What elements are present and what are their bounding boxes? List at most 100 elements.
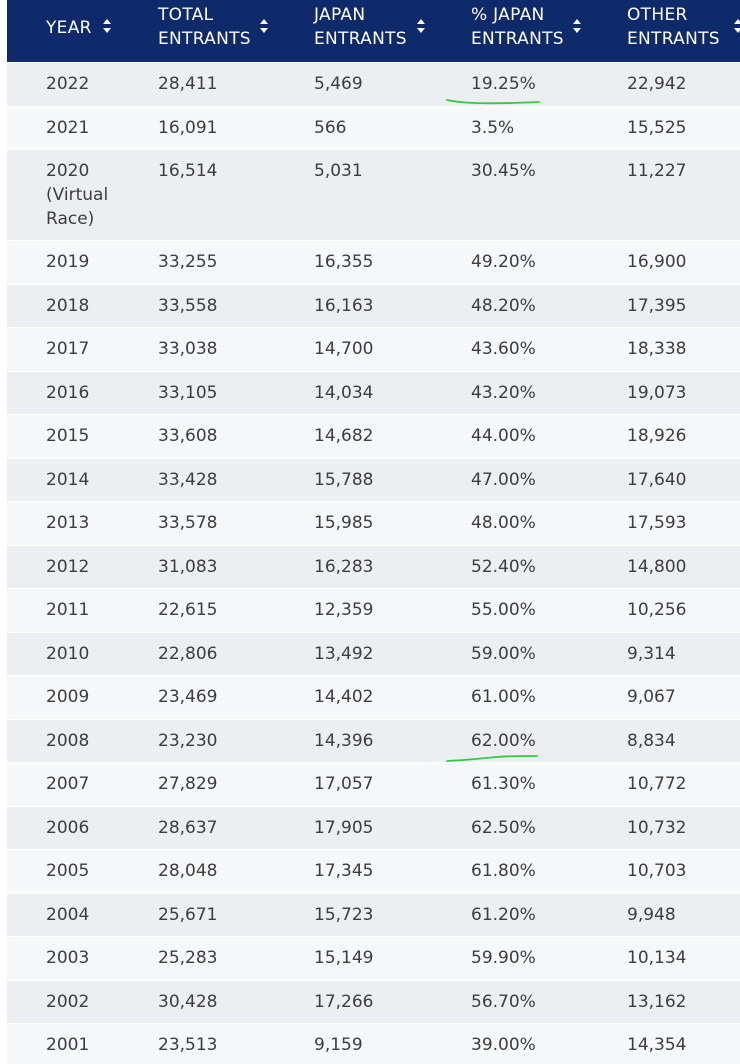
cell-other-entrants: 17,640	[627, 469, 687, 490]
cell-japan-entrants: 15,723	[314, 904, 374, 925]
cell-other-entrants: 22,942	[627, 74, 687, 94]
cell-year: 2022	[46, 74, 90, 94]
cell-pct-japan-entrants: 30.45%	[471, 161, 536, 181]
cell-other-entrants: 8,834	[627, 730, 676, 751]
cell-total-entrants: 22,615	[158, 600, 218, 620]
cell-pct-japan-entrants: 61.20%	[471, 904, 536, 925]
cell-japan-entrants: 566	[314, 117, 347, 138]
cell-year: 2006	[46, 817, 90, 838]
cell-japan-entrants: 14,682	[314, 426, 374, 446]
table-row: 2006 28,637 17,905 62.50% 10,732	[7, 805, 740, 850]
cell-year: 2009	[46, 687, 90, 707]
cell-japan-entrants: 17,057	[314, 774, 374, 794]
table-row: 2007 27,829 17,057 61.30% 10,772	[7, 762, 740, 807]
cell-japan-entrants: 13,492	[314, 643, 374, 664]
table-row: 2009 23,469 14,402 61.00% 9,067	[7, 675, 740, 720]
table-row: 2010 22,806 13,492 59.00% 9,314	[7, 631, 740, 676]
column-header-label: YEAR	[46, 18, 92, 38]
cell-total-entrants: 23,513	[158, 1035, 218, 1055]
cell-japan-entrants: 5,469	[314, 74, 363, 94]
cell-total-entrants: 16,091	[158, 117, 218, 138]
column-header-pct-japan-entrants[interactable]: % JAPAN ENTRANTS	[471, 0, 584, 62]
table-row: 2013 33,578 15,985 48.00% 17,593	[7, 501, 740, 546]
column-header-japan-entrants[interactable]: JAPAN ENTRANTS	[314, 0, 428, 62]
cell-japan-entrants: 14,034	[314, 382, 374, 403]
table-row: 2022 28,411 5,469 19.25% 22,942	[7, 62, 740, 107]
cell-total-entrants: 33,105	[158, 382, 218, 403]
cell-year: 2019	[46, 252, 90, 272]
table-row: 2019 33,255 16,355 49.20% 16,900	[7, 240, 740, 285]
cell-total-entrants: 28,637	[158, 817, 218, 838]
cell-year: 2018	[46, 295, 90, 316]
cell-pct-japan-entrants: 43.60%	[471, 339, 536, 359]
table-row: 2018 33,558 16,163 48.20% 17,395	[7, 283, 740, 328]
cell-year: 2008	[46, 730, 90, 751]
cell-japan-entrants: 16,283	[314, 556, 374, 577]
column-header-total-entrants[interactable]: TOTAL ENTRANTS	[158, 0, 271, 62]
cell-japan-entrants: 14,700	[314, 339, 374, 359]
cell-pct-japan-entrants: 48.00%	[471, 513, 536, 533]
cell-other-entrants: 10,703	[627, 861, 687, 881]
sort-updown-icon[interactable]	[733, 17, 740, 35]
cell-other-entrants: 14,354	[627, 1035, 687, 1055]
cell-other-entrants: 13,162	[627, 991, 687, 1012]
sort-updown-icon[interactable]	[259, 17, 269, 35]
cell-total-entrants: 30,428	[158, 991, 218, 1012]
cell-total-entrants: 27,829	[158, 774, 218, 794]
cell-japan-entrants: 17,345	[314, 861, 374, 881]
cell-other-entrants: 10,772	[627, 774, 687, 794]
table-row: 2017 33,038 14,700 43.60% 18,338	[7, 327, 740, 372]
cell-other-entrants: 19,073	[627, 382, 687, 403]
cell-total-entrants: 33,558	[158, 295, 218, 316]
cell-year: 2014	[46, 469, 90, 490]
cell-pct-japan-entrants: 62.50%	[471, 817, 536, 838]
cell-year: 2015	[46, 426, 90, 446]
cell-other-entrants: 16,900	[627, 252, 687, 272]
cell-other-entrants: 9,314	[627, 643, 676, 664]
cell-year: 2016	[46, 382, 90, 403]
table-row: 2021 16,091 566 3.5% 15,525	[7, 105, 740, 150]
cell-other-entrants: 10,732	[627, 817, 687, 838]
table-row: 2008 23,230 14,396 62.00% 8,834	[7, 718, 740, 763]
cell-pct-japan-entrants: 48.20%	[471, 295, 536, 316]
entrants-table: YEAR TOTAL ENTRANTS JAPAN ENTRANTS % JAPAN …	[7, 0, 740, 1064]
cell-pct-japan-entrants: 62.00%	[471, 730, 536, 751]
cell-total-entrants: 23,230	[158, 730, 218, 751]
cell-japan-entrants: 16,355	[314, 252, 374, 272]
cell-other-entrants: 17,593	[627, 513, 687, 533]
column-header-year[interactable]: YEAR	[46, 0, 114, 62]
table-row: 2015 33,608 14,682 44.00% 18,926	[7, 414, 740, 459]
cell-total-entrants: 33,608	[158, 426, 218, 446]
cell-japan-entrants: 17,266	[314, 991, 374, 1012]
cell-total-entrants: 33,428	[158, 469, 218, 490]
cell-japan-entrants: 16,163	[314, 295, 374, 316]
cell-japan-entrants: 14,402	[314, 687, 374, 707]
cell-year: 2017	[46, 339, 90, 359]
column-header-label: JAPAN ENTRANTS	[314, 5, 407, 49]
cell-other-entrants: 14,800	[627, 556, 687, 577]
cell-other-entrants: 11,227	[627, 161, 687, 181]
cell-total-entrants: 33,255	[158, 252, 218, 272]
cell-pct-japan-entrants: 43.20%	[471, 382, 536, 403]
cell-total-entrants: 25,671	[158, 904, 218, 925]
column-header-label: TOTAL ENTRANTS	[158, 5, 251, 49]
cell-total-entrants: 28,411	[158, 74, 218, 94]
cell-year: 2020 (Virtual Race)	[46, 161, 109, 229]
cell-japan-entrants: 9,159	[314, 1035, 363, 1055]
cell-total-entrants: 23,469	[158, 687, 218, 707]
cell-year: 2013	[46, 513, 90, 533]
cell-total-entrants: 22,806	[158, 643, 218, 664]
table-row: 2002 30,428 17,266 56.70% 13,162	[7, 979, 740, 1024]
cell-pct-japan-entrants: 59.90%	[471, 948, 536, 968]
sort-updown-icon[interactable]	[416, 17, 426, 35]
cell-year: 2001	[46, 1035, 90, 1055]
column-header-other-entrants[interactable]: OTHER ENTRANTS	[627, 0, 740, 62]
sort-updown-icon[interactable]	[572, 17, 582, 35]
cell-year: 2011	[46, 600, 90, 620]
cell-japan-entrants: 15,149	[314, 948, 374, 968]
cell-other-entrants: 9,948	[627, 904, 676, 925]
cell-pct-japan-entrants: 19.25%	[471, 74, 536, 94]
cell-pct-japan-entrants: 55.00%	[471, 600, 536, 620]
sort-updown-icon[interactable]	[102, 17, 112, 35]
cell-total-entrants: 28,048	[158, 861, 218, 881]
